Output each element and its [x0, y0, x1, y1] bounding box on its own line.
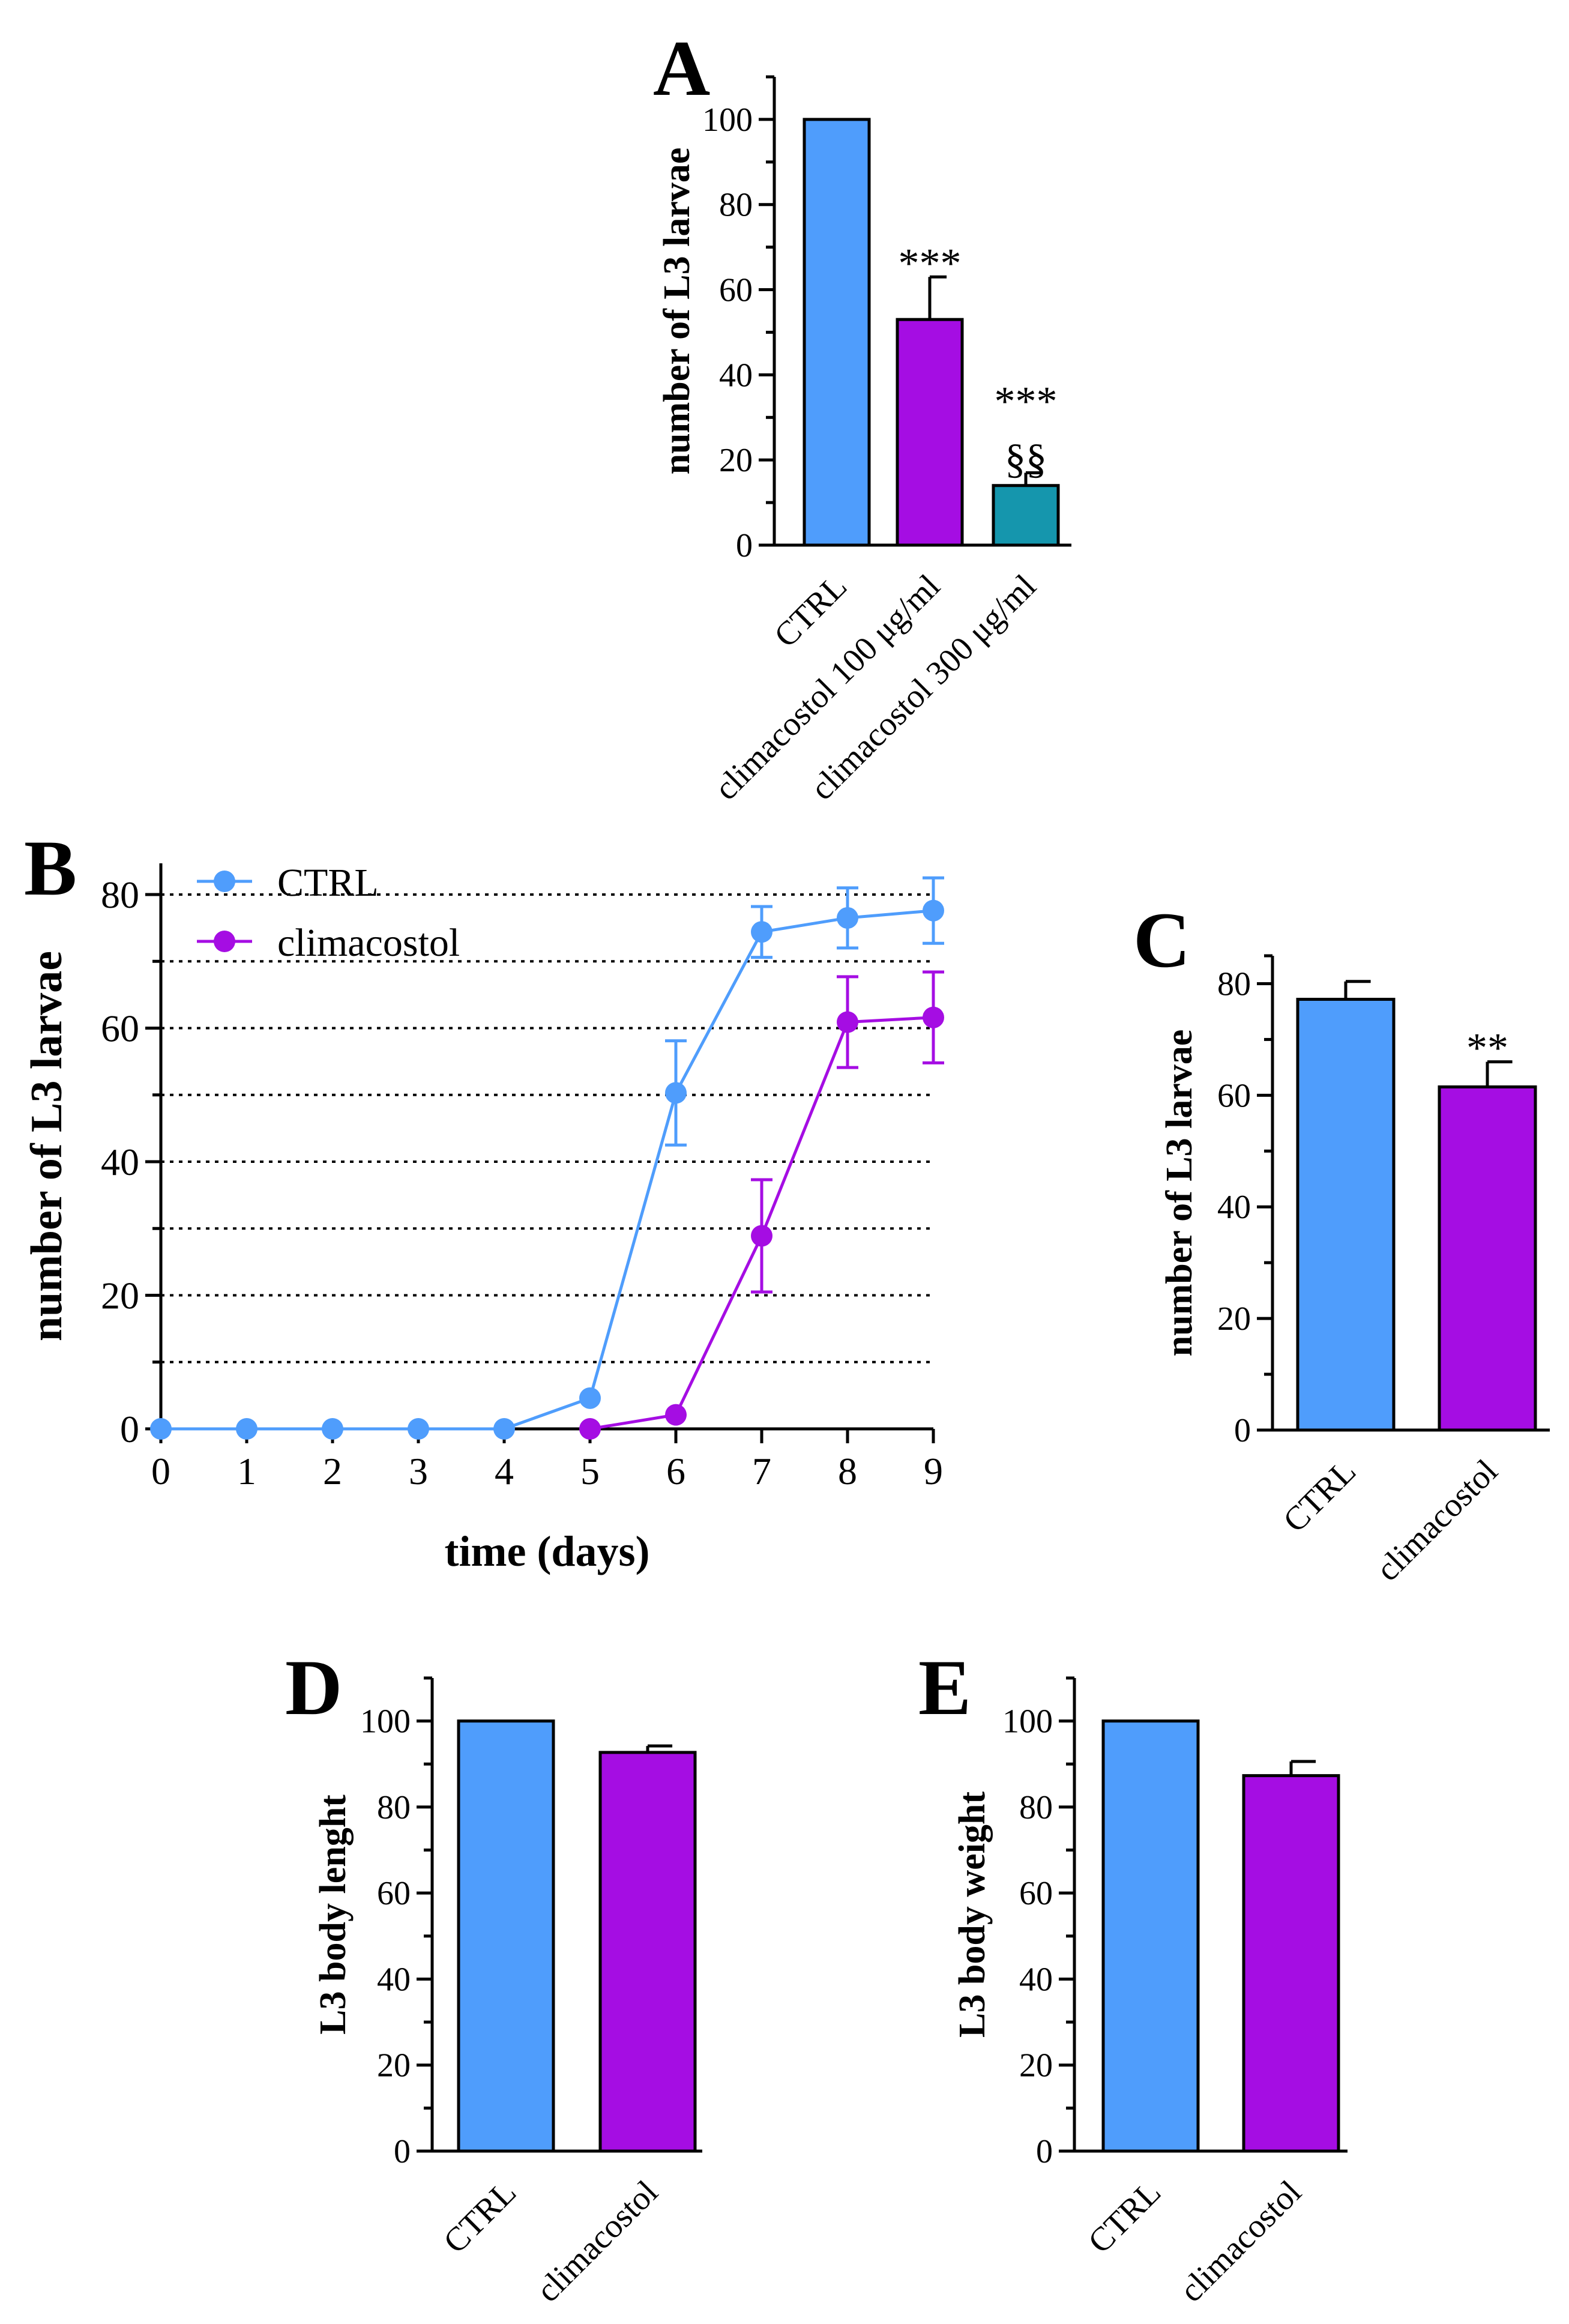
panel-a-y-tick-label: 80	[719, 187, 753, 224]
panel-a-bar	[803, 118, 871, 547]
panel-b-data-point	[408, 1418, 429, 1440]
panel-b-x-tick-label: 4	[495, 1450, 514, 1492]
panel-b-data-point	[837, 1011, 858, 1033]
panel-e-y-tick-label: 100	[1002, 1703, 1053, 1740]
panel-b-x-tick-label: 8	[838, 1450, 857, 1492]
panel-b-legend-marker	[214, 871, 235, 892]
panel-label-a: A	[653, 24, 710, 112]
panel-c-y-axis-label: number of L3 larvae	[1159, 1030, 1200, 1357]
panel-e-y-tick-label: 80	[1019, 1789, 1053, 1826]
panel-d-category-label: CTRL	[436, 2173, 523, 2260]
panel-e-y-axis-label: L3 body weight	[952, 1791, 993, 2038]
panel-b-data-point	[837, 907, 858, 929]
panel-b-x-tick-label: 9	[924, 1450, 943, 1492]
panel-b-x-tick-label: 7	[752, 1450, 771, 1492]
panel-c-y-tick-label: 60	[1217, 1077, 1251, 1114]
panel-d-bar	[598, 1751, 697, 2153]
panel-d-y-axis-label: L3 body lenght	[313, 1794, 354, 2035]
panel-b-y-tick-label: 60	[101, 1007, 139, 1050]
panel-d-y-tick-label: 20	[377, 2047, 411, 2084]
panel-b-data-point	[579, 1387, 601, 1409]
panel-c-category-label: CTRL	[1276, 1452, 1363, 1539]
panel-d-y-tick-label: 0	[394, 2133, 411, 2170]
panel-a-y-tick-label: 60	[719, 272, 753, 309]
panel-b-y-tick-label: 40	[101, 1141, 139, 1183]
panel-c-bar	[1438, 1085, 1537, 1432]
panel-b-data-point	[665, 1404, 687, 1426]
chart-panel-b: 0 20 40 60 80 0 1 2 3 4 5 6 7 8 9 time (days) number of …	[22, 861, 944, 1575]
panel-d-y-tick-label: 100	[360, 1703, 411, 1740]
panel-a-bar	[992, 484, 1060, 547]
panel-b-data-point	[751, 1225, 772, 1247]
panel-c-category-label: climacostol	[1369, 1452, 1505, 1588]
panel-a-y-tick-label: 40	[719, 357, 753, 394]
panel-e-y-tick-label: 0	[1036, 2133, 1053, 2170]
panel-b-x-axis-label: time (days)	[445, 1527, 650, 1575]
panel-d-y-tick-label: 60	[377, 1875, 411, 1912]
panel-e-bar	[1101, 1719, 1200, 2153]
panel-b-data-point	[923, 1006, 944, 1028]
panel-b-x-tick-label: 1	[237, 1450, 256, 1492]
panel-a-category-label: CTRL	[767, 567, 854, 654]
panel-a-significance-label: ***	[995, 378, 1058, 424]
panel-a-y-axis-label: number of L3 larvae	[657, 148, 697, 475]
panel-label-c: C	[1133, 896, 1190, 984]
panel-label-d: D	[285, 1643, 342, 1731]
panel-b-y-tick-label: 0	[120, 1408, 139, 1450]
panel-e-category-label: CTRL	[1081, 2173, 1168, 2260]
panel-b-legend-label: climacostol	[277, 921, 460, 965]
panel-b-legend-marker	[214, 931, 235, 952]
panel-c-bar	[1296, 997, 1396, 1432]
panel-b-x-tick-label: 6	[666, 1450, 685, 1492]
panel-a-significance-label: §§	[1005, 436, 1047, 482]
panel-a-y-tick-label: 0	[736, 527, 753, 564]
panel-b-data-point	[579, 1418, 601, 1440]
panel-b-data-point	[322, 1418, 343, 1440]
panel-b-x-tick-label: 0	[151, 1450, 170, 1492]
chart-panel-e: 0 20 40 60 80 100 L3 body weight CTRL climacosto…	[952, 1676, 1348, 2310]
panel-b-y-tick-label: 20	[101, 1275, 139, 1317]
panel-e-y-tick-label: 60	[1019, 1875, 1053, 1912]
panel-c-y-tick-label: 40	[1217, 1189, 1251, 1226]
panel-b-data-point	[665, 1082, 687, 1104]
panel-b-legend-label: CTRL	[277, 861, 379, 905]
panel-a-bar	[896, 318, 964, 547]
panel-a-significance-label: ***	[899, 240, 962, 286]
panel-d-bar	[457, 1719, 555, 2153]
chart-panel-c: 0 20 40 60 80 number of L3 larvae CTRL ** climac…	[1159, 954, 1550, 1589]
panel-d-y-tick-label: 40	[377, 1961, 411, 1998]
panel-label-b: B	[24, 824, 77, 912]
panel-d-category-label: climacostol	[529, 2173, 665, 2309]
panel-b-data-point	[493, 1418, 515, 1440]
panel-b-series-line	[161, 909, 934, 1431]
panel-b-data-point	[751, 921, 772, 943]
panel-e-bar	[1242, 1774, 1340, 2153]
panel-b-data-point	[150, 1418, 172, 1440]
panel-b-data-point	[236, 1418, 257, 1440]
panel-c-y-tick-label: 0	[1234, 1412, 1251, 1449]
panel-d-y-tick-label: 80	[377, 1789, 411, 1826]
panel-c-y-tick-label: 20	[1217, 1300, 1251, 1338]
panel-b-x-tick-label: 5	[580, 1450, 600, 1492]
panel-b-x-tick-label: 3	[409, 1450, 428, 1492]
panel-b-y-tick-label: 80	[101, 874, 139, 916]
panel-label-e: E	[918, 1643, 971, 1731]
panel-a-y-tick-label: 20	[719, 442, 753, 479]
panel-b-data-point	[923, 899, 944, 922]
panel-e-y-tick-label: 20	[1019, 2047, 1053, 2084]
panel-b-y-axis-label: number of L3 larvae	[22, 951, 71, 1341]
panel-e-category-label: climacostol	[1173, 2173, 1309, 2309]
panel-a-y-tick-label: 100	[702, 101, 753, 139]
panel-e-y-tick-label: 40	[1019, 1961, 1053, 1998]
panel-b-x-tick-label: 2	[323, 1450, 342, 1492]
chart-panel-d: 0 20 40 60 80 100 L3 body lenght CTRL climacosto…	[313, 1676, 702, 2310]
panel-c-significance-label: **	[1466, 1025, 1508, 1072]
panel-c-y-tick-label: 80	[1217, 965, 1251, 1003]
